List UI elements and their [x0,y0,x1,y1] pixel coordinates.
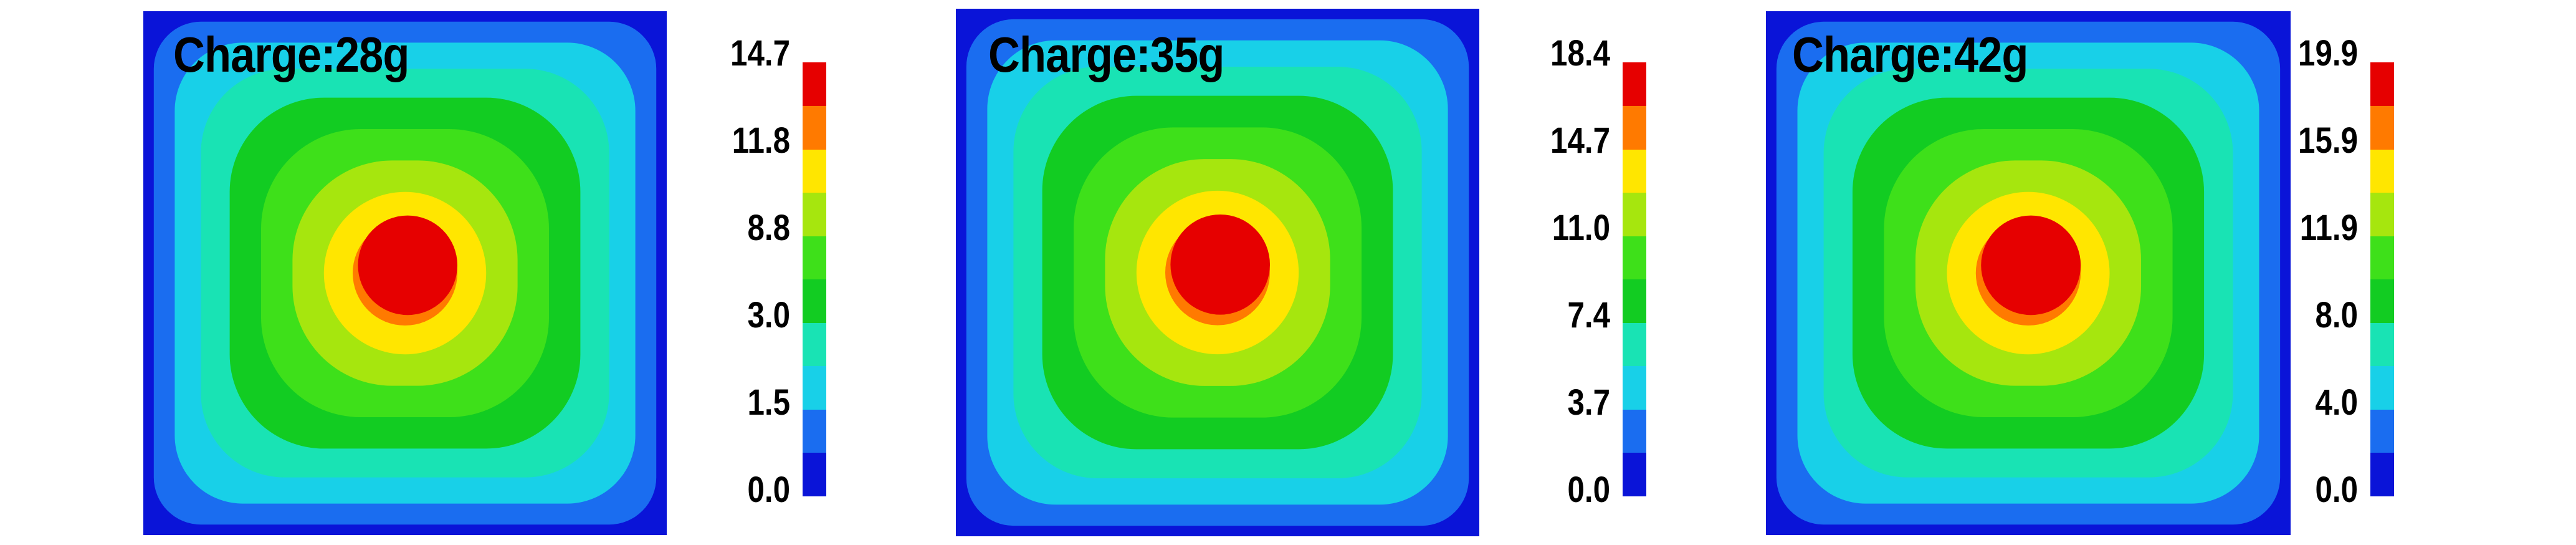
colorbar-segment [803,105,826,150]
colorbar-segment [1623,149,1646,193]
colorbar-segment [803,279,826,323]
colorbar-tick: 8.0 [2315,295,2358,335]
colorbar-tick: 3.0 [747,295,790,335]
colorbar-segment [1623,236,1646,279]
colorbar-segment [2370,365,2394,410]
colorbar-tick: 4.0 [2315,382,2358,423]
colorbar-segment [2370,192,2394,236]
contour-band-9 [1170,214,1270,315]
contour-plot-1 [143,11,667,535]
colorbar-tick: 3.7 [1567,382,1610,423]
colorbar-segment [2370,279,2394,323]
colorbar-segment [803,452,826,496]
colorbar-tick: 11.8 [732,120,790,161]
contour-band-9 [1981,215,2081,316]
colorbar-tick: 11.0 [1552,208,1610,248]
colorbar-segment [2370,62,2394,106]
colorbar-3 [2370,62,2394,496]
colorbar-tick: 1.5 [747,382,790,423]
colorbar-segment [1623,192,1646,236]
colorbar-tick: 8.8 [747,208,790,248]
colorbar-segment [2370,236,2394,279]
colorbar-segment [2370,149,2394,193]
colorbar-tick: 0.0 [747,470,790,510]
contour-band-9 [358,215,457,316]
colorbar-segment [803,322,826,366]
colorbar-tick: 19.9 [2298,33,2358,74]
colorbar-segment [1623,409,1646,453]
colorbar-tick: 0.0 [2315,470,2358,510]
colorbar-tick: 14.7 [730,33,790,74]
heatmap-panel-3: Charge:42g 19.9 15.9 11.9 8.0 4.0 0.0 [1625,0,2473,545]
colorbar-tick: 14.7 [1550,120,1610,161]
charge-label-2: Charge:35g [988,27,1224,82]
colorbar-segment [1623,365,1646,410]
colorbar-segment [2370,322,2394,366]
contour-svg [143,11,667,535]
colorbar-segment [803,62,826,106]
colorbar-segment [2370,452,2394,496]
heatmap-panel-1: Charge:28g 14.7 11.8 8.8 3.0 1.5 0.0 [0,0,847,545]
contour-plot-3 [1766,11,2291,535]
colorbar-tick: 0.0 [1567,470,1610,510]
colorbar-segment [1623,322,1646,366]
colorbar-segment [803,192,826,236]
colorbar-segment [2370,409,2394,453]
colorbar-segment [1623,452,1646,496]
colorbar-segment [2370,105,2394,150]
colorbar-segment [803,409,826,453]
charge-label-1: Charge:28g [173,27,409,82]
contour-plot-2 [956,9,1479,536]
colorbar-tick: 7.4 [1567,295,1610,335]
colorbar-1 [803,62,826,496]
colorbar-tick: 18.4 [1550,33,1610,74]
colorbar-segment [1623,105,1646,150]
colorbar-segment [1623,62,1646,106]
contour-svg [1766,11,2291,535]
colorbar-tick: 15.9 [2298,120,2358,161]
colorbar-segment [803,365,826,410]
colorbar-2 [1623,62,1646,496]
charge-label-3: Charge:42g [1792,27,2028,82]
colorbar-segment [803,149,826,193]
heatmap-panel-2: Charge:35g 18.4 14.7 11.0 7.4 3.7 0.0 [813,0,1660,545]
colorbar-tick: 11.9 [2299,208,2358,248]
colorbar-segment [803,236,826,279]
contour-svg [956,9,1479,536]
colorbar-segment [1623,279,1646,323]
